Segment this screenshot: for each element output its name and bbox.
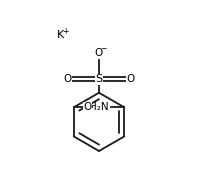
Text: O: O: [126, 74, 135, 84]
Text: K: K: [57, 30, 64, 40]
Text: −: −: [100, 44, 107, 54]
Text: O: O: [95, 48, 103, 58]
Text: H₂N: H₂N: [89, 102, 108, 112]
Text: O: O: [83, 102, 91, 112]
Text: +: +: [63, 27, 69, 36]
Text: S: S: [96, 74, 102, 84]
Text: O: O: [63, 74, 72, 84]
